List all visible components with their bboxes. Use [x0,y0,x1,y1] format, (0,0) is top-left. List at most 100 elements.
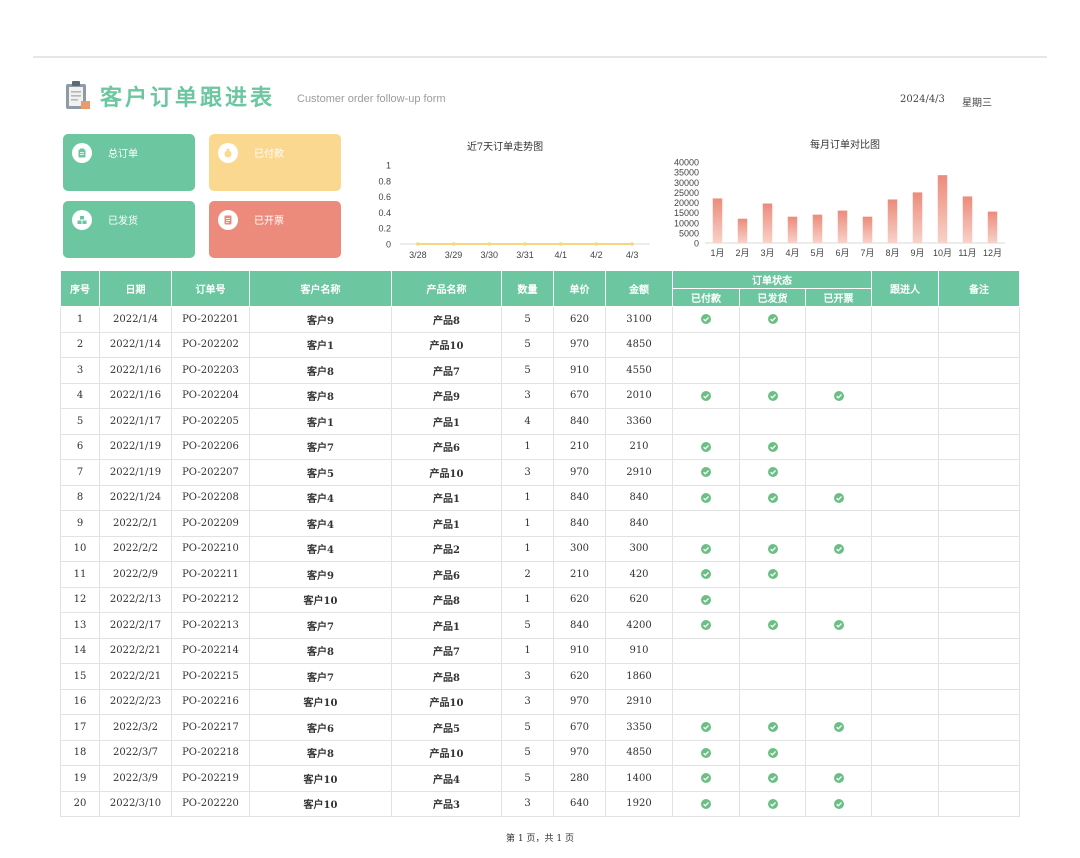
cell-follower[interactable] [871,612,940,639]
check-icon [701,441,711,452]
card-shipped[interactable]: 已发货 [63,201,195,258]
cell-remark[interactable] [938,790,1021,817]
table-row[interactable]: 20 2022/3/10 PO-202220 客户10 产品3 3 640 1920 [60,790,1021,817]
cell-follower[interactable] [871,637,940,664]
check-icon [833,492,844,503]
cell-follower[interactable] [871,331,940,358]
table-row[interactable]: 17 2022/3/2 PO-202217 客户6 产品5 5 670 3350 [60,714,1021,741]
check-icon [767,467,778,478]
check-icon [701,314,711,325]
cell-index: 10 [60,535,100,562]
cell-remark[interactable] [938,739,1021,766]
cell-follower[interactable] [871,433,940,460]
cell-follower[interactable] [871,535,940,562]
cell-amount: 910 [605,637,673,664]
cell-remark[interactable] [938,637,1021,664]
cell-remark[interactable] [938,433,1021,460]
cell-remark[interactable] [938,612,1021,639]
card-paid[interactable]: 已付款 [209,134,341,191]
cell-follower[interactable] [871,688,940,715]
table-row[interactable]: 10 2022/2/2 PO-202210 客户4 产品2 1 300 300 [60,535,1021,562]
card-total-orders[interactable]: 总订单 [63,134,195,191]
cell-follower[interactable] [871,306,940,333]
table-row[interactable]: 6 2022/1/19 PO-202206 客户7 产品6 1 210 210 [60,433,1021,460]
cell-follower[interactable] [871,484,940,511]
cell-invoiced [804,510,873,537]
cell-follower[interactable] [871,586,940,613]
cell-amount: 4850 [605,739,673,766]
cell-follower[interactable] [871,561,940,588]
cell-amount: 420 [605,561,673,588]
line-x-tick: 3/29 [445,250,463,260]
cell-remark[interactable] [938,459,1021,486]
table-row[interactable]: 8 2022/1/24 PO-202208 客户4 产品1 1 840 840 [60,484,1021,511]
cell-remark[interactable] [938,688,1021,715]
table-row[interactable]: 4 2022/1/16 PO-202204 客户8 产品9 3 670 2010 [60,382,1021,409]
check-icon [767,569,778,580]
page-subtitle: Customer order follow-up form [297,93,446,105]
cell-remark[interactable] [938,331,1021,358]
cell-follower[interactable] [871,510,940,537]
table-row[interactable]: 16 2022/2/23 PO-202216 客户10 产品10 3 970 2910 [60,688,1021,715]
card-invoiced[interactable]: 已开票 [209,201,341,258]
cell-remark[interactable] [938,510,1021,537]
table-row[interactable]: 18 2022/3/7 PO-202218 客户8 产品10 5 970 4850 [60,739,1021,766]
check-icon [767,543,778,554]
cell-remark[interactable] [938,663,1021,690]
clipboard-icon [72,143,92,163]
table-row[interactable]: 11 2022/2/9 PO-202211 客户9 产品6 2 210 420 [60,561,1021,588]
cell-amount: 4550 [605,357,673,384]
cell-date: 2022/2/1 [99,510,172,537]
cell-remark[interactable] [938,306,1021,333]
cell-qty: 3 [501,688,554,715]
check-icon [701,569,711,580]
cell-amount: 1920 [605,790,673,817]
cell-follower[interactable] [871,408,940,435]
cell-remark[interactable] [938,714,1021,741]
table-row[interactable]: 14 2022/2/21 PO-202214 客户8 产品7 1 910 910 [60,637,1021,664]
cell-remark[interactable] [938,357,1021,384]
cell-follower[interactable] [871,790,940,817]
bar-4 [787,216,798,243]
cell-remark[interactable] [938,586,1021,613]
cell-price: 670 [553,714,606,741]
bar-x-tick: 1月 [710,248,724,258]
cell-date: 2022/1/16 [99,357,172,384]
cell-remark[interactable] [938,382,1021,409]
cell-remark[interactable] [938,484,1021,511]
table-row[interactable]: 19 2022/3/9 PO-202219 客户10 产品4 5 280 1400 [60,765,1021,792]
money-bag-icon [218,143,238,163]
table-row[interactable]: 1 2022/1/4 PO-202201 客户9 产品8 5 620 3100 [60,306,1021,333]
cell-index: 20 [60,790,100,817]
table-row[interactable]: 2 2022/1/14 PO-202202 客户1 产品10 5 970 4850 [60,331,1021,358]
cell-amount: 840 [605,510,673,537]
cell-remark[interactable] [938,561,1021,588]
table-row[interactable]: 7 2022/1/19 PO-202207 客户5 产品10 3 970 2910 [60,459,1021,486]
cell-product: 产品7 [391,357,502,384]
cell-follower[interactable] [871,382,940,409]
cell-follower[interactable] [871,459,940,486]
table-row[interactable]: 12 2022/2/13 PO-202212 客户10 产品8 1 620 620 [60,586,1021,613]
cell-follower[interactable] [871,357,940,384]
line-point [487,242,492,246]
check-icon [701,620,711,631]
line-y-tick: 1 [386,161,391,171]
table-row[interactable]: 13 2022/2/17 PO-202213 客户7 产品1 5 840 4200 [60,612,1021,639]
cell-price: 210 [553,433,606,460]
bar-2 [737,218,748,243]
cell-remark[interactable] [938,765,1021,792]
cell-follower[interactable] [871,663,940,690]
cell-remark[interactable] [938,408,1021,435]
cell-paid [672,408,740,435]
cell-follower[interactable] [871,765,940,792]
bar-x-tick: 6月 [835,248,849,258]
cell-price: 970 [553,331,606,358]
table-row[interactable]: 5 2022/1/17 PO-202205 客户1 产品1 4 840 3360 [60,408,1021,435]
table-row[interactable]: 3 2022/1/16 PO-202203 客户8 产品7 5 910 4550 [60,357,1021,384]
bar-y-tick: 30000 [674,178,699,188]
table-row[interactable]: 15 2022/2/21 PO-202215 客户7 产品8 3 620 1860 [60,663,1021,690]
table-row[interactable]: 9 2022/2/1 PO-202209 客户4 产品1 1 840 840 [60,510,1021,537]
cell-remark[interactable] [938,535,1021,562]
cell-follower[interactable] [871,714,940,741]
cell-follower[interactable] [871,739,940,766]
